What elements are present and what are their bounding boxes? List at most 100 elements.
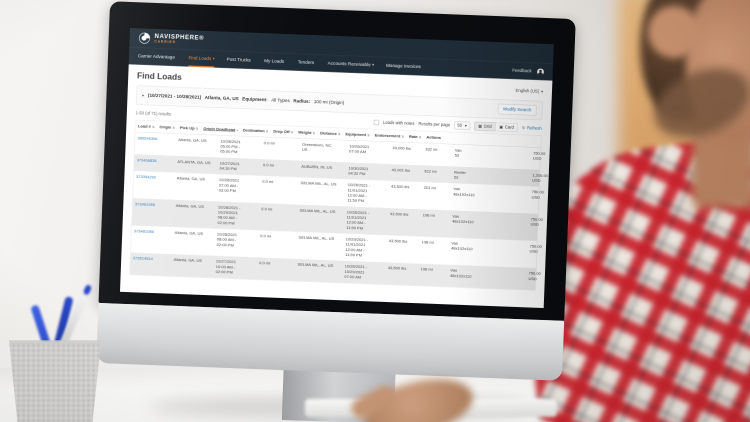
endorsement-cell — [490, 212, 529, 241]
chevron-down-icon: ▾ — [372, 62, 375, 67]
column-header[interactable]: Drop Off ⇅ — [273, 129, 294, 135]
radius-value: 100 mi (Origin) — [313, 99, 345, 106]
load-number-cell: 369546356 — [134, 132, 176, 156]
column-header[interactable]: Origin ⇅ — [159, 124, 176, 130]
load-number-link[interactable]: 373354292 — [135, 174, 157, 180]
distance-cell: 196 mi — [422, 212, 435, 218]
endorsement-cell — [488, 266, 526, 289]
column-header[interactable]: Load # ⇅ — [137, 123, 155, 129]
column-header[interactable]: Pick Up ⇅ — [179, 125, 199, 131]
origin-cell: Atlanta, GA, US — [176, 176, 206, 182]
nav-item[interactable]: Find Loads ▾ — [188, 49, 215, 68]
chevron-down-icon: ▾ — [212, 56, 215, 61]
load-number-link[interactable]: 373481055 — [134, 201, 156, 208]
rate-cell: 750.00 USD — [532, 151, 546, 162]
rate-cell: 750.00 USD — [529, 244, 542, 255]
grid-view-button[interactable]: ▦ Grid — [474, 121, 496, 132]
column-header[interactable]: Destination ⇅ — [242, 127, 269, 134]
person-nose — [648, 6, 700, 58]
rate-cell: 750.00 USD — [528, 271, 541, 282]
chevron-down-icon: ▾ — [540, 89, 544, 94]
search-dates: (10/27/2021 - 10/28/2021) — [147, 93, 202, 100]
origin-cell: ATLANTA, GA, US — [177, 159, 211, 166]
destination-cell: SELMA MIL, AL, US — [298, 235, 335, 242]
column-header[interactable]: Actions — [426, 135, 442, 140]
nav-item[interactable]: Tenders — [297, 59, 315, 65]
nav-item[interactable]: Carrier Advantage — [137, 53, 175, 60]
column-header[interactable]: Origin Deadhead ▴ — [203, 126, 239, 133]
load-number-link[interactable]: 373466838 — [136, 157, 157, 164]
equipment-cell: Van 48x102x110 — [449, 268, 472, 279]
feedback-button[interactable]: Feedback — [512, 68, 532, 74]
grid-icon: ▦ — [478, 123, 483, 129]
origin-deadhead-cell: 0.0 mi — [259, 261, 271, 266]
dropoff-cell: 10/29/2021 07:00 AM — [349, 144, 370, 155]
column-header[interactable]: Endorsement ⇅ — [374, 133, 405, 139]
rate-cell: 750.00 USD — [530, 217, 543, 228]
origin-deadhead-cell: 0.0 mi — [260, 233, 272, 239]
sort-icon: ⇅ — [401, 134, 405, 139]
header-right: Feedback — [512, 62, 545, 80]
loads-with-notes-label: Loads with notes — [382, 120, 415, 127]
site-header: NAVISPHERE® CARRIER Carrier Advantage Fi… — [128, 27, 554, 81]
distance-cell: 332 mi — [425, 146, 438, 152]
nav-item[interactable]: My Loads — [264, 58, 285, 64]
column-header[interactable]: Distance ⇅ — [320, 130, 341, 136]
nav-item[interactable]: Manage Invoices — [385, 62, 421, 69]
page-title: Find Loads — [136, 71, 183, 82]
sort-icon: ⇅ — [312, 131, 316, 135]
expander-icon[interactable]: ▸ — [142, 93, 145, 98]
weight-cell: 40,001 lbs — [391, 167, 411, 173]
dropoff-cell: 10/28/2021 - 11/01/2021 12:00 AM - 11:59… — [346, 210, 370, 231]
registered-mark: ® — [199, 34, 205, 42]
origin-cell: Atlanta, GA, US — [178, 137, 207, 143]
weight-cell: 34,000 lbs — [392, 145, 412, 151]
nav-item[interactable]: Accounts Receivable ▾ — [327, 60, 375, 68]
screen-bezel: NAVISPHERE® CARRIER Carrier Advantage Fi… — [98, 1, 576, 321]
column-header[interactable]: Rate ⇅ — [408, 134, 422, 140]
account-icon[interactable] — [536, 68, 545, 76]
equipment-value: All Types — [271, 97, 290, 104]
destination-cell: AUBURN, IN, US — [301, 164, 333, 170]
logo-text: NAVISPHERE® CARRIER — [154, 33, 205, 45]
per-page-select[interactable]: 50 ▾ — [454, 121, 471, 130]
load-number-link[interactable]: 373481056 — [133, 229, 154, 235]
results-count: 1-50 (of 71) results — [135, 110, 171, 117]
screen-content: NAVISPHERE® CARRIER Carrier Advantage Fi… — [119, 27, 554, 309]
load-number-cell: 373466838 — [134, 154, 175, 172]
load-number-link[interactable]: 369546356 — [137, 135, 158, 142]
equipment-label: Equipment: — [242, 96, 268, 103]
card-icon: ▣ — [499, 124, 504, 130]
endorsement-cell — [491, 185, 530, 214]
sort-icon: ⇅ — [418, 135, 422, 139]
pickup-cell: 10/27/2021 10:00 AM - 02:00 PM — [215, 259, 237, 275]
navisphere-logo-icon — [139, 32, 151, 44]
nav-item[interactable]: Post Trucks — [226, 56, 251, 63]
card-view-button[interactable]: ▣ Card — [495, 122, 519, 133]
sort-icon: ⇅ — [151, 124, 155, 129]
equipment-cell: Van 48x102x110 — [450, 241, 473, 252]
language-selector[interactable]: English (US) ▾ — [515, 88, 544, 94]
dropoff-cell: 10/30/2021 04:32 PM — [348, 166, 369, 177]
origin-deadhead-cell: 0.0 mi — [262, 162, 274, 168]
loads-with-notes-checkbox[interactable] — [373, 119, 380, 125]
pickup-cell: 10/28/2021 07:00 AM - 03:00 PM — [218, 177, 240, 194]
column-header[interactable]: Equipment ⇅ — [345, 131, 371, 138]
equipment-cell: Van 48x102x110 — [452, 214, 474, 225]
load-number-link[interactable]: 373514614 — [132, 256, 153, 262]
dropoff-cell: 10/28/2021 - 10/29/2021 07:00 AM — [344, 264, 368, 280]
pickup-cell: 10/28/2021 08:00 AM - 02:00 PM — [216, 232, 238, 248]
distance-cell: 198 mi — [421, 240, 434, 245]
chevron-down-icon: ▾ — [464, 123, 468, 129]
pickup-cell: 10/28/2021 05:00 PM - 05:00 PM — [220, 139, 241, 155]
column-header[interactable]: Weight ⇅ — [298, 130, 316, 136]
modify-search-button[interactable]: Modify Search — [497, 103, 537, 116]
refresh-button[interactable]: ↻ Refresh — [521, 125, 542, 132]
sort-icon: ⇅ — [172, 125, 176, 130]
equipment-cell: Van 53 — [454, 148, 462, 158]
sort-icon: ⇅ — [290, 130, 294, 134]
rate-cell: 1,206.00 USD — [532, 173, 548, 184]
endorsement-cell — [489, 239, 528, 268]
